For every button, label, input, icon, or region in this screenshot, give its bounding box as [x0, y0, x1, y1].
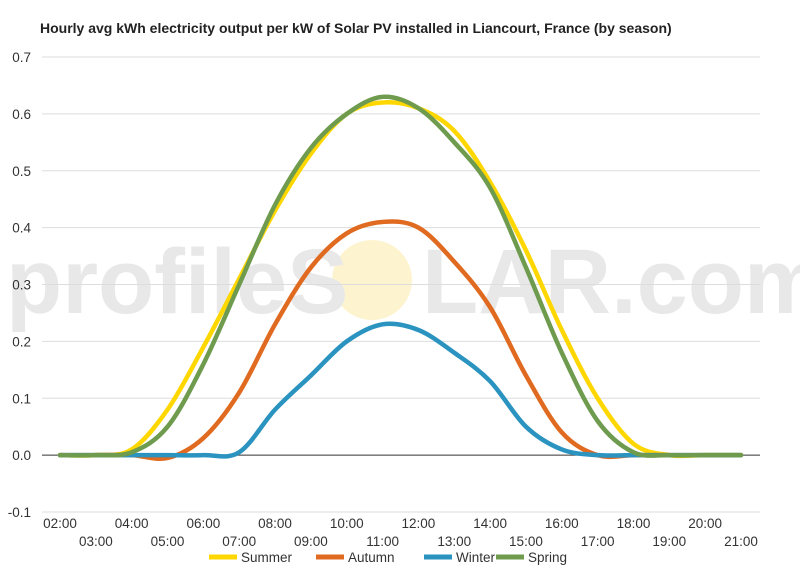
y-tick-label: 0.7: [12, 50, 31, 65]
watermark-text-left: profileS: [6, 231, 348, 333]
y-tick-label: 0.4: [12, 221, 31, 236]
x-tick-label: 09:00: [294, 534, 328, 549]
y-tick-label: 0.3: [12, 278, 31, 293]
x-tick-label: 19:00: [652, 534, 686, 549]
watermark: profileS LAR.com: [6, 231, 800, 333]
x-tick-label: 20:00: [688, 516, 722, 531]
x-tick-label: 02:00: [43, 516, 77, 531]
y-axis-ticks: 0.7 0.6 0.5 0.4 0.3 0.2 0.1 0.0 -0.1: [8, 50, 32, 520]
legend-label-spring: Spring: [528, 550, 567, 565]
x-tick-label: 17:00: [581, 534, 615, 549]
x-tick-label: 16:00: [545, 516, 579, 531]
y-tick-label: 0.2: [12, 334, 31, 349]
x-tick-label: 11:00: [366, 534, 399, 549]
y-tick-label: 0.0: [12, 448, 31, 463]
y-tick-label: 0.5: [12, 164, 31, 179]
y-tick-label: 0.1: [12, 391, 31, 406]
y-tick-label: 0.6: [12, 107, 31, 122]
x-axis-ticks: 02:0003:0004:0005:0006:0007:0008:0009:00…: [43, 516, 758, 549]
series-lines: [57, 94, 744, 462]
x-tick-label: 18:00: [617, 516, 651, 531]
x-tick-label: 13:00: [437, 534, 471, 549]
x-tick-label: 10:00: [330, 516, 364, 531]
legend-label-autumn: Autumn: [348, 550, 395, 565]
x-tick-label: 12:00: [402, 516, 436, 531]
legend: Summer Autumn Winter Spring: [209, 550, 567, 565]
x-tick-label: 07:00: [222, 534, 256, 549]
watermark-text-right: LAR.com: [422, 231, 800, 333]
x-tick-label: 05:00: [151, 534, 185, 549]
x-tick-label: 08:00: [258, 516, 292, 531]
x-tick-label: 21:00: [724, 534, 758, 549]
x-tick-label: 14:00: [473, 516, 507, 531]
gridlines: [42, 56, 760, 513]
series-line-winter: [57, 321, 744, 459]
x-tick-label: 06:00: [186, 516, 220, 531]
series-line-spring: [57, 94, 744, 458]
watermark-sun-icon: [332, 240, 412, 320]
x-tick-label: 04:00: [115, 516, 149, 531]
y-tick-label: -0.1: [8, 505, 31, 520]
series-line-summer: [57, 100, 744, 459]
x-tick-label: 03:00: [79, 534, 113, 549]
x-tick-label: 15:00: [509, 534, 543, 549]
legend-label-summer: Summer: [241, 550, 293, 565]
legend-label-winter: Winter: [456, 550, 496, 565]
chart-title: Hourly avg kWh electricity output per kW…: [40, 20, 672, 36]
